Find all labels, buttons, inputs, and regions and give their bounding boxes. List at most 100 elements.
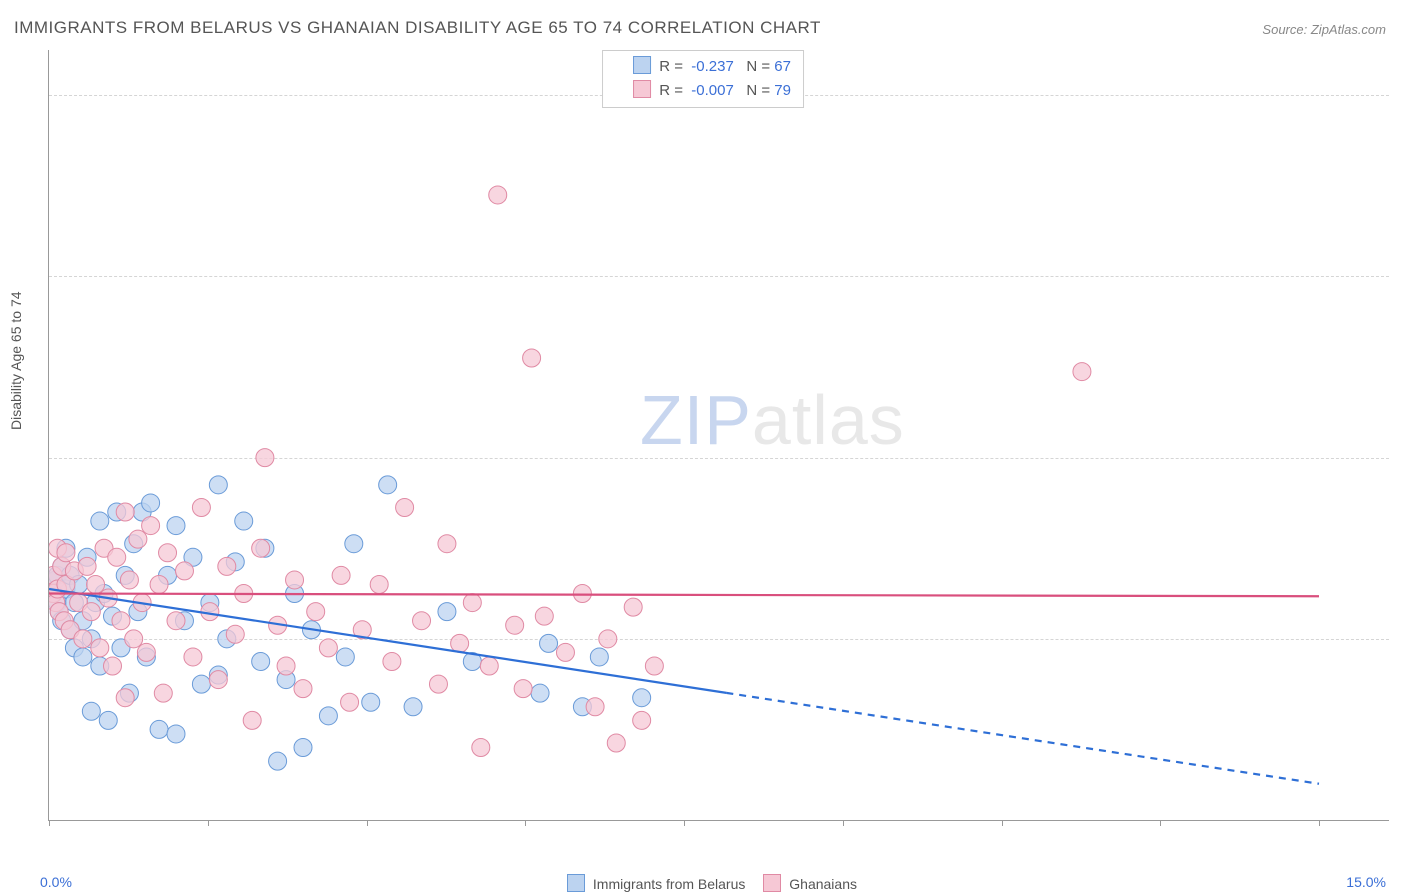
scatter-point [116, 503, 134, 521]
x-tick [684, 820, 685, 826]
scatter-point [332, 566, 350, 584]
n-value: 79 [774, 82, 791, 99]
scatter-point [624, 598, 642, 616]
scatter-point [112, 612, 130, 630]
scatter-point [209, 476, 227, 494]
x-tick [843, 820, 844, 826]
scatter-point [74, 630, 92, 648]
r-value: -0.007 [691, 82, 734, 99]
source-name: ZipAtlas.com [1311, 22, 1386, 37]
scatter-point [218, 557, 236, 575]
x-tick [1002, 820, 1003, 826]
source-label: Source: [1262, 22, 1307, 37]
scatter-point [192, 498, 210, 516]
correlation-row: R = -0.237 N = 67 [615, 55, 791, 79]
scatter-point [167, 517, 185, 535]
scatter-point [556, 643, 574, 661]
scatter-point [413, 612, 431, 630]
scatter-point [396, 498, 414, 516]
scatter-point [99, 711, 117, 729]
scatter-point [370, 575, 388, 593]
r-value: -0.237 [691, 58, 734, 75]
scatter-point [489, 186, 507, 204]
scatter-point [633, 711, 651, 729]
scatter-point [319, 639, 337, 657]
scatter-point [167, 725, 185, 743]
chart-plot-area: 20.0%40.0%60.0%80.0% [48, 50, 1389, 821]
scatter-point [472, 739, 490, 757]
scatter-point [91, 512, 109, 530]
scatter-point [438, 535, 456, 553]
scatter-point [159, 544, 177, 562]
y-tick-label: 80.0% [1394, 87, 1406, 103]
scatter-point [573, 585, 591, 603]
scatter-point [336, 648, 354, 666]
scatter-point [607, 734, 625, 752]
scatter-point [82, 702, 100, 720]
scatter-point [429, 675, 447, 693]
scatter-point [599, 630, 617, 648]
x-tick [367, 820, 368, 826]
swatch-icon [633, 80, 651, 98]
swatch-icon [567, 874, 585, 892]
scatter-point [150, 575, 168, 593]
scatter-point [125, 630, 143, 648]
swatch-icon [763, 874, 781, 892]
scatter-point [286, 571, 304, 589]
scatter-point [243, 711, 261, 729]
scatter-point [235, 512, 253, 530]
scatter-point [104, 657, 122, 675]
scatter-point [91, 639, 109, 657]
legend-label: Immigrants from Belarus [589, 876, 745, 892]
scatter-point [57, 544, 75, 562]
scatter-point [383, 652, 401, 670]
scatter-point [167, 612, 185, 630]
scatter-point [226, 625, 244, 643]
scatter-point [586, 698, 604, 716]
x-tick [208, 820, 209, 826]
scatter-point [535, 607, 553, 625]
scatter-point [404, 698, 422, 716]
scatter-point [294, 680, 312, 698]
scatter-point [451, 634, 469, 652]
scatter-point [154, 684, 172, 702]
chart-title: IMMIGRANTS FROM BELARUS VS GHANAIAN DISA… [14, 18, 821, 38]
source-attribution: Source: ZipAtlas.com [1262, 22, 1386, 37]
scatter-point [192, 675, 210, 693]
scatter-point [506, 616, 524, 634]
scatter-point [307, 603, 325, 621]
scatter-point [120, 571, 138, 589]
scatter-point [645, 657, 663, 675]
series-legend: Immigrants from Belarus Ghanaians [0, 874, 1406, 892]
x-tick [525, 820, 526, 826]
scatter-point [531, 684, 549, 702]
scatter-point [269, 752, 287, 770]
x-tick [1319, 820, 1320, 826]
swatch-icon [633, 56, 651, 74]
scatter-point [252, 652, 270, 670]
scatter-point [319, 707, 337, 725]
scatter-point [129, 530, 147, 548]
scatter-point [590, 648, 608, 666]
scatter-point [523, 349, 541, 367]
scatter-point [345, 535, 363, 553]
trend-line-dashed [726, 693, 1319, 784]
scatter-point [362, 693, 380, 711]
scatter-point [341, 693, 359, 711]
scatter-point [379, 476, 397, 494]
scatter-point [78, 557, 96, 575]
scatter-point [142, 494, 160, 512]
scatter-point [277, 657, 295, 675]
scatter-point [137, 643, 155, 661]
scatter-point [633, 689, 651, 707]
scatter-point [175, 562, 193, 580]
scatter-svg [49, 50, 1389, 820]
scatter-point [82, 603, 100, 621]
scatter-point [438, 603, 456, 621]
scatter-point [480, 657, 498, 675]
scatter-point [252, 539, 270, 557]
scatter-point [514, 680, 532, 698]
correlation-legend: R = -0.237 N = 67 R = -0.007 N = 79 [602, 50, 804, 108]
legend-label: Ghanaians [785, 876, 857, 892]
correlation-row: R = -0.007 N = 79 [615, 79, 791, 103]
